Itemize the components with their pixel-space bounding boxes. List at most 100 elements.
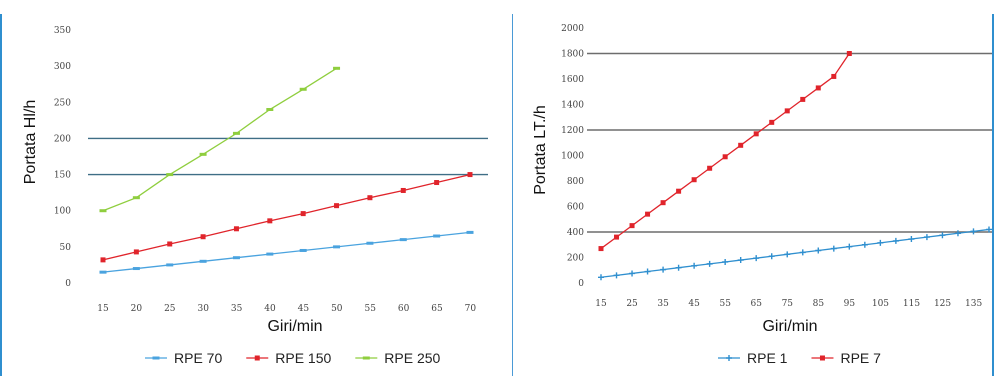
x-tick-label: 105 [872,299,889,309]
y-tick-label: 800 [567,177,584,187]
data-point [722,154,728,160]
data-point [167,241,173,247]
frame-left-border [0,14,2,376]
data-point [645,211,651,217]
y-tick-label: 200 [567,254,584,264]
data-point [467,172,473,178]
data-point [691,177,697,183]
y-tick-labels: 0 50 100 150 200 250 300 350 [54,26,71,289]
data-point [629,223,635,229]
data-point [100,257,106,263]
series-line [102,231,471,273]
data-point [753,255,760,262]
legend-label: RPE 250 [384,350,440,366]
x-tick-label: 125 [934,299,951,309]
data-point [923,234,930,241]
y-tick-label: 300 [54,62,71,72]
data-point [831,73,837,79]
y-tick-label: 2000 [561,24,584,34]
frame-right-border [992,14,994,376]
y-tick-label: 250 [54,98,71,108]
legend-label: RPE 1 [747,350,788,366]
legend-marker [726,355,732,361]
y-tick-label: 200 [54,134,71,144]
x-tick-label: 35 [657,299,669,309]
data-point [815,85,821,91]
x-tick-label: 65 [751,299,763,309]
data-point [800,96,806,102]
y-tick-label: 350 [54,26,71,36]
y-tick-label: 100 [54,207,71,217]
data-point [830,245,837,252]
data-point [300,211,306,217]
y-tick-label: 1200 [561,126,584,136]
series-group [598,51,992,281]
series-group [99,66,474,274]
legend-label: RPE 150 [275,350,331,366]
data-point [986,226,992,233]
x-tick-label: 30 [197,304,209,314]
legend-marker [254,355,260,361]
y-axis-title: Portata LT./h [532,105,549,195]
x-tick-label: 75 [782,299,794,309]
y-tick-labels: 0 200 400 600 800 1000 1200 1400 1600 1800 2000 [561,24,584,289]
data-point [613,272,620,279]
data-point [908,236,915,243]
data-point [753,131,759,137]
data-point [644,268,651,275]
x-tick-label: 45 [298,304,310,314]
legend-item-rpe-70: RPE 70 [145,350,222,366]
x-axis-title: Giri/min [267,318,322,335]
data-point [799,249,806,256]
y-tick-label: 1600 [561,75,584,85]
data-point [737,257,744,264]
data-point [660,266,667,273]
legend-label: RPE 7 [840,350,881,366]
data-point [200,234,206,240]
reference-lines [587,52,992,233]
data-point [629,270,636,277]
series-rpe-150 [100,172,473,263]
data-point [784,251,791,258]
data-point [846,51,852,56]
y-tick-label: 400 [567,228,584,238]
data-point [598,246,604,252]
x-tick-label: 85 [813,299,825,309]
y-tick-label: 600 [567,203,584,213]
data-point [815,247,822,254]
x-tick-label: 55 [719,299,731,309]
data-point [691,262,698,269]
x-tick-label: 135 [965,299,982,309]
y-tick-label: 1800 [561,50,584,60]
y-tick-label: 1000 [561,152,584,162]
x-tick-label: 115 [903,299,920,309]
x-tick-label: 60 [398,304,410,314]
series-line [600,228,990,278]
x-tick-label: 25 [626,299,638,309]
x-tick-label: 45 [688,299,700,309]
legend-item-rpe-250: RPE 250 [355,350,441,366]
data-point [614,234,620,240]
x-tick-label: 55 [364,304,376,314]
data-point [660,200,666,206]
x-tick-label: 70 [465,304,477,314]
chart-lt-per-hour: 0 200 400 600 800 1000 1200 1400 1600 1800 2000 15… [532,24,992,366]
data-point [861,241,868,248]
series-rpe-250 [99,66,341,213]
data-point [400,187,406,193]
data-point [769,119,775,125]
data-point [334,203,340,209]
data-point [877,239,884,246]
data-point [598,274,604,281]
data-point [133,249,139,255]
data-point [722,258,729,265]
series-line [102,173,471,261]
legend-marker [819,355,825,361]
x-tick-label: 20 [131,304,143,314]
x-tick-label: 65 [431,304,443,314]
data-point [846,243,853,250]
legend: RPE 70 RPE 150 RPE 250 [145,350,441,366]
data-point [954,230,961,237]
legend-item-rpe-7: RPE 7 [811,350,881,366]
data-point [434,180,440,186]
